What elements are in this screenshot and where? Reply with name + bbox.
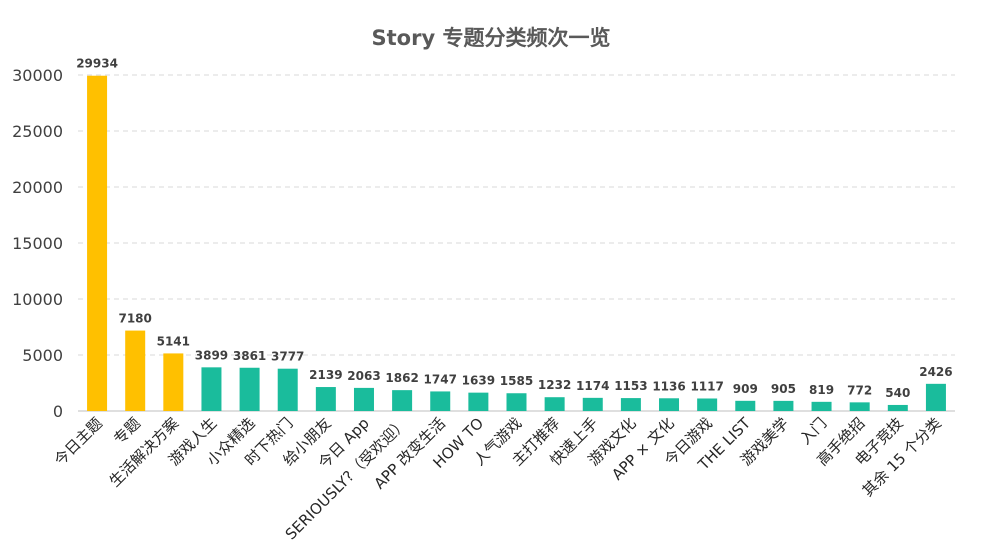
bars [87,75,946,411]
data-label: 3777 [271,350,304,364]
data-label: 2139 [309,368,342,382]
bar [506,393,527,411]
data-label: 5141 [157,334,190,348]
data-label: 1136 [652,379,685,393]
data-label: 905 [771,382,796,396]
bar [925,383,946,411]
bar [201,367,222,411]
bar [544,397,565,411]
data-label: 909 [733,382,758,396]
category-label: 入门 [796,414,830,448]
y-tick-label: 5000 [22,346,63,365]
y-tick-label: 30000 [12,66,63,85]
y-axis-ticks: 0 5000 10000 15000 20000 25000 30000 [12,66,63,421]
bar [887,404,908,411]
data-label: 1174 [576,379,609,393]
bar [811,401,832,411]
bar [735,400,756,411]
data-label: 29934 [76,57,118,71]
bar [468,392,489,411]
data-label: 1232 [538,378,571,392]
y-tick-label: 15000 [12,234,63,253]
data-label: 540 [885,386,910,400]
data-label: 3861 [233,349,266,363]
bar [163,353,184,411]
bar [773,400,794,411]
bar [620,398,641,411]
bar [277,368,298,411]
bar [353,387,374,411]
bar [849,402,870,411]
y-tick-label: 10000 [12,290,63,309]
data-label: 1639 [462,374,495,388]
data-label: 2063 [347,369,380,383]
category-label: 今日主题 [51,414,106,469]
data-label: 3899 [195,348,228,362]
bar [239,367,260,411]
category-label: 专题 [110,414,144,448]
data-label: 1153 [614,379,647,393]
bar [315,387,336,411]
data-label: 819 [809,383,834,397]
data-label: 1747 [424,372,457,386]
data-label: 772 [847,383,872,397]
bar [392,390,413,411]
data-label: 7180 [118,312,151,326]
bar [430,391,451,411]
data-label: 2426 [919,365,952,379]
gridlines [78,74,955,412]
data-label: 1117 [690,379,723,393]
data-label: 1862 [385,371,418,385]
y-tick-label: 25000 [12,122,63,141]
y-tick-label: 20000 [12,178,63,197]
bar [697,398,718,411]
chart-title: Story 专题分类频次一览 [371,26,611,50]
value-labels: 29934 7180 5141 3899 3861 3777 2139 2063 1862 174… [76,57,952,400]
bar [87,75,108,411]
bar [659,398,680,411]
y-tick-label: 0 [53,402,63,421]
bar [125,330,146,411]
data-label: 1585 [500,374,533,388]
bar [582,397,603,411]
